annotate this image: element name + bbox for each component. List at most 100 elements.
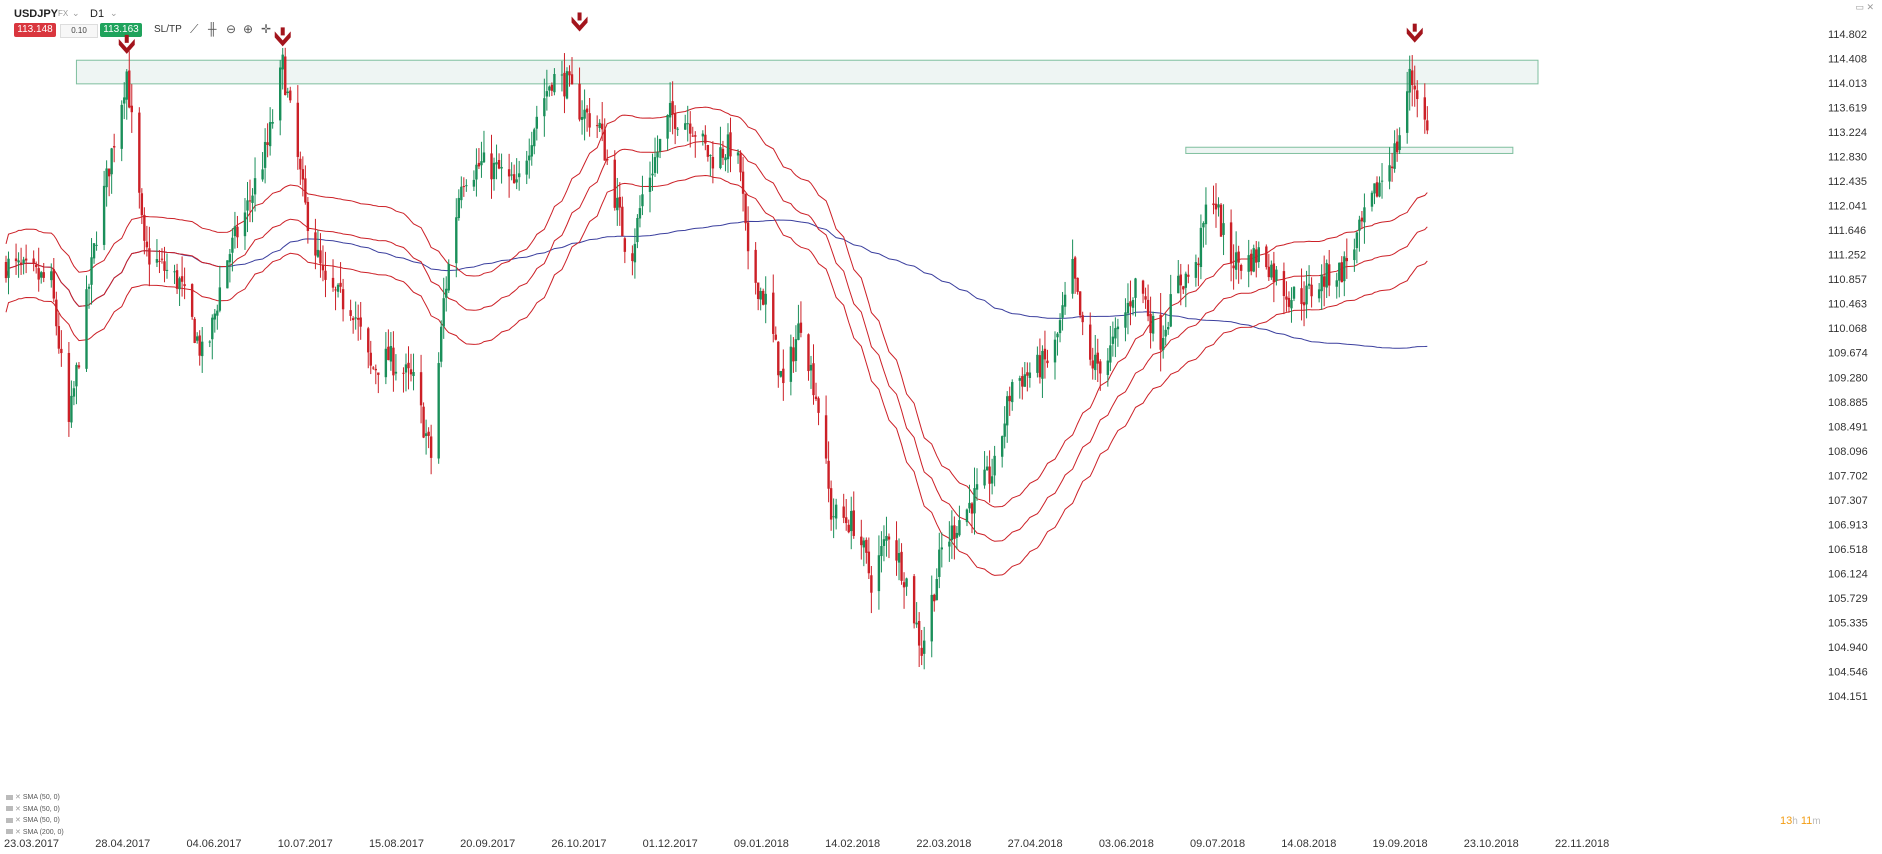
bear-candle bbox=[407, 346, 410, 390]
y-tick-label: 106.913 bbox=[1828, 519, 1868, 531]
bear-candle bbox=[296, 85, 300, 170]
candle-body bbox=[1164, 329, 1167, 337]
candle-body bbox=[842, 506, 845, 518]
window-controls-icon[interactable]: ▭ ✕ bbox=[1855, 2, 1874, 12]
candle-body bbox=[1287, 297, 1291, 307]
bull-candle bbox=[983, 451, 986, 489]
sltp-button[interactable]: SL/TP bbox=[154, 24, 182, 35]
bull-candle bbox=[897, 538, 901, 581]
candle-type-icon[interactable]: ╫ bbox=[208, 22, 217, 36]
candle-body bbox=[1267, 266, 1271, 278]
zoom-in-icon[interactable]: ⊕ bbox=[243, 22, 254, 36]
bear-candle bbox=[1197, 257, 1200, 287]
close-icon[interactable]: ✕ bbox=[15, 817, 21, 824]
candle-body bbox=[268, 122, 272, 147]
candle-body bbox=[404, 364, 408, 373]
sell-button[interactable]: 113.148 bbox=[14, 23, 56, 37]
candle-body bbox=[500, 166, 503, 169]
candle-body bbox=[953, 525, 956, 540]
close-icon[interactable]: ✕ bbox=[15, 805, 21, 813]
candle-body bbox=[427, 431, 430, 436]
candle-body bbox=[759, 290, 762, 300]
bull-candle bbox=[208, 340, 211, 348]
bull-candle bbox=[684, 114, 687, 130]
buy-button[interactable]: 113.163 bbox=[100, 23, 142, 37]
bull-candle bbox=[701, 130, 705, 146]
symbol-label[interactable]: USDJPY bbox=[14, 8, 59, 20]
candle-body bbox=[208, 341, 211, 343]
line-chart-icon[interactable]: ⟋ bbox=[190, 22, 199, 36]
bull-candle bbox=[543, 78, 546, 137]
zoom-out-icon[interactable]: ⊖ bbox=[226, 22, 237, 36]
bull-candle bbox=[1028, 362, 1032, 388]
candle-body bbox=[1091, 360, 1094, 369]
bear-candle bbox=[689, 111, 692, 148]
bull-candle bbox=[1124, 298, 1127, 342]
candle-body bbox=[24, 258, 28, 261]
bear-candle bbox=[1282, 262, 1286, 315]
candle-body bbox=[57, 326, 61, 349]
candle-body bbox=[807, 334, 810, 372]
bull-candle bbox=[1358, 215, 1361, 252]
bear-candle bbox=[774, 326, 777, 341]
bull-candle bbox=[1320, 264, 1323, 310]
bear-candle bbox=[462, 177, 466, 197]
x-tick-label: 01.12.2017 bbox=[643, 838, 698, 850]
candle-body bbox=[226, 260, 229, 289]
bull-candle bbox=[935, 568, 938, 601]
x-tick-label: 15.08.2017 bbox=[369, 838, 424, 850]
bear-candle bbox=[356, 304, 360, 341]
bull-candle bbox=[178, 276, 181, 306]
timeframe-selector[interactable]: D1 bbox=[90, 8, 105, 20]
candle-body bbox=[965, 509, 969, 523]
candle-body bbox=[603, 129, 606, 161]
y-tick-label: 108.885 bbox=[1828, 397, 1868, 409]
candle-body bbox=[472, 179, 476, 187]
candle-body bbox=[497, 159, 501, 169]
candle-body bbox=[465, 185, 468, 187]
bull-candle bbox=[535, 105, 538, 141]
bull-candle bbox=[384, 332, 388, 385]
indicator-item[interactable]: ✕ SMA (50, 0) bbox=[6, 804, 64, 816]
resistance-zone bbox=[75, 59, 1539, 85]
candle-body bbox=[1126, 302, 1130, 314]
bull-candle bbox=[1202, 221, 1205, 248]
candle-body bbox=[1358, 219, 1361, 231]
close-icon[interactable]: ✕ bbox=[15, 794, 21, 801]
indicator-item[interactable]: ✕ SMA (50, 0) bbox=[6, 815, 64, 827]
candle-body bbox=[1179, 274, 1182, 286]
bull-candle bbox=[480, 141, 483, 178]
bear-candle bbox=[754, 242, 757, 295]
crosshair-icon[interactable]: ✛ bbox=[261, 22, 272, 36]
close-icon[interactable]: ✕ bbox=[15, 828, 21, 836]
indicator-item[interactable]: ✕ SMA (50, 0) bbox=[6, 792, 64, 804]
candle-body bbox=[321, 265, 325, 271]
bull-candle bbox=[938, 532, 941, 589]
chevron-down-icon[interactable]: ⌄ bbox=[110, 8, 118, 18]
bull-candle bbox=[22, 256, 25, 275]
indicator-item[interactable]: ✕ SMA (200, 0) bbox=[6, 827, 64, 839]
bear-candle bbox=[409, 353, 413, 382]
candle-body bbox=[935, 578, 938, 601]
sma-200-path bbox=[5, 219, 1428, 349]
bear-candle bbox=[1144, 287, 1147, 309]
candle-body bbox=[973, 488, 976, 514]
candle-body bbox=[1076, 277, 1079, 292]
sma-50-lines bbox=[5, 106, 1428, 576]
candle-body bbox=[50, 271, 53, 281]
bear-candle bbox=[777, 341, 780, 388]
bull-candle bbox=[1325, 259, 1328, 299]
candle-body bbox=[568, 71, 571, 76]
y-tick-label: 108.491 bbox=[1828, 421, 1868, 433]
chevron-down-icon[interactable]: ⌄ bbox=[72, 8, 80, 18]
bull-candle bbox=[120, 100, 123, 162]
candle-body bbox=[1006, 396, 1009, 426]
candle-body bbox=[1106, 360, 1110, 375]
candle-body bbox=[867, 551, 871, 574]
candle-body bbox=[1182, 286, 1185, 290]
resistance-zone bbox=[1185, 146, 1514, 154]
candle-body bbox=[34, 264, 38, 268]
bear-candle bbox=[902, 572, 906, 609]
candle-body bbox=[517, 173, 521, 178]
